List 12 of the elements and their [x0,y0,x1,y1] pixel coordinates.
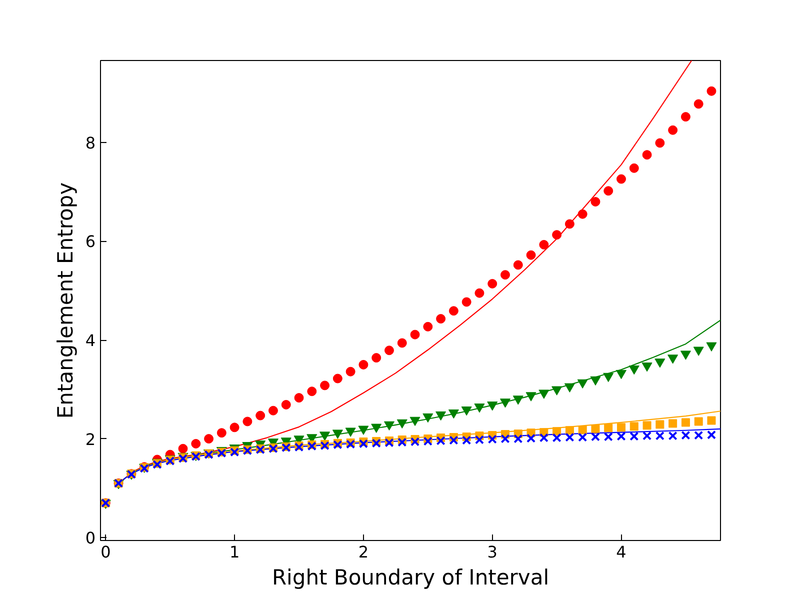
x-tick-label: 4 [616,542,626,562]
y-tick-label: 4 [85,331,96,350]
y-tick-label: 0 [85,528,96,548]
x-tick-label: 2 [358,542,369,562]
x-tick-label: 0 [100,542,111,562]
x-tick-label: 1 [229,542,240,562]
y-tick-label: 2 [85,430,96,449]
x-tick-label: 3 [487,542,498,562]
x-axis-title: Right Boundary of Interval [272,566,550,590]
y-tick-label: 8 [85,133,96,152]
y-tick-label: 6 [85,232,96,252]
y-axis-title: Entanglement Entropy [53,182,78,419]
